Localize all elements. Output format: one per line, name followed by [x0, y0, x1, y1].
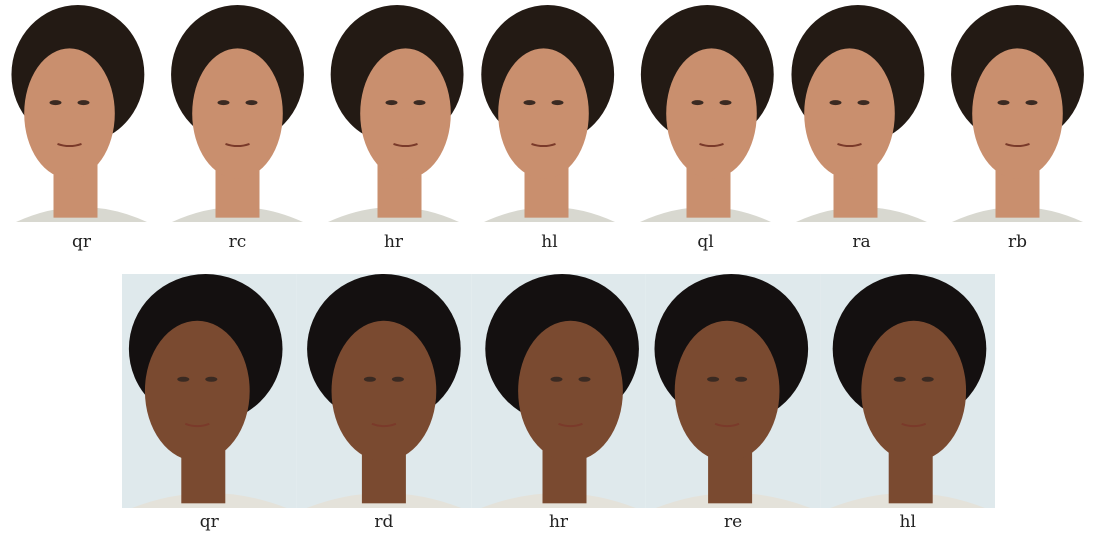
face-photo: [297, 274, 472, 508]
eye: [392, 377, 404, 382]
image-label: qr: [72, 232, 92, 252]
face-photo: [630, 5, 781, 222]
face: [498, 48, 589, 178]
image-label: rc: [229, 232, 247, 252]
face-photo: [474, 5, 625, 222]
eye: [720, 100, 732, 105]
eye: [78, 100, 90, 105]
eye: [177, 377, 189, 382]
eye: [830, 100, 842, 105]
eye: [414, 100, 426, 105]
eye: [579, 377, 591, 382]
image-label: hr: [549, 512, 569, 532]
face: [192, 48, 283, 178]
face-photo: [318, 5, 469, 222]
eye: [998, 100, 1010, 105]
face-photo: [786, 5, 937, 222]
eye: [551, 377, 563, 382]
face: [666, 48, 757, 178]
eye: [552, 100, 564, 105]
face: [972, 48, 1063, 178]
eye: [1026, 100, 1038, 105]
eye: [524, 100, 536, 105]
image-label: rb: [1008, 232, 1027, 252]
image-label: hl: [541, 232, 557, 252]
face: [518, 321, 623, 461]
face: [861, 321, 966, 461]
page: qrrchrhlqlrarbqrrdhrrehl (() => { const …: [0, 0, 1119, 542]
eye: [246, 100, 258, 105]
face-photo: [942, 5, 1093, 222]
eye: [735, 377, 747, 382]
image-label: ql: [697, 232, 713, 252]
eye: [894, 377, 906, 382]
face: [675, 321, 780, 461]
image-label: hl: [900, 512, 916, 532]
eye: [218, 100, 230, 105]
eye: [50, 100, 62, 105]
face: [24, 48, 115, 178]
image-label: qr: [200, 512, 220, 532]
face-photo: [646, 274, 821, 508]
face-photo: [162, 5, 313, 222]
eye: [364, 377, 376, 382]
image-label: ra: [852, 232, 870, 252]
face-photo: [471, 274, 646, 508]
eye: [858, 100, 870, 105]
eye: [922, 377, 934, 382]
face: [360, 48, 451, 178]
face: [332, 321, 437, 461]
eye: [692, 100, 704, 105]
image-label: rd: [374, 512, 393, 532]
image-label: hr: [384, 232, 404, 252]
image-label: re: [724, 512, 742, 532]
eye: [386, 100, 398, 105]
eye: [707, 377, 719, 382]
face-photo: [6, 5, 157, 222]
face: [804, 48, 895, 178]
face-photo: [122, 274, 297, 508]
face: [145, 321, 250, 461]
figure: qr rc hr hl ql ra rb qr rd hr re hl: [0, 0, 1119, 542]
face-photo: [820, 274, 995, 508]
eye: [205, 377, 217, 382]
